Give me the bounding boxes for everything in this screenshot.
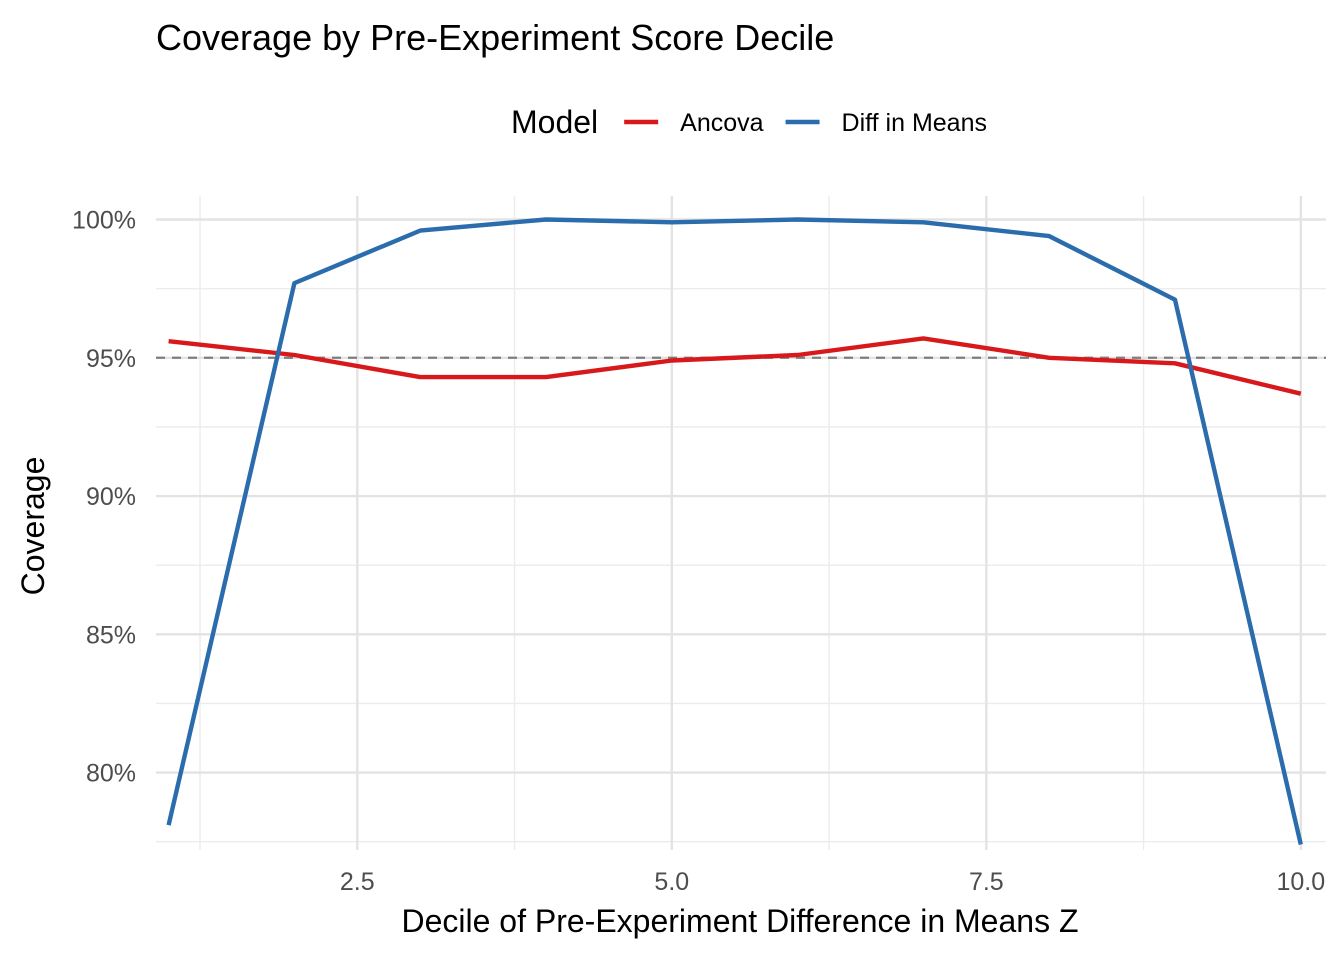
x-tick-label: 10.0 — [1277, 868, 1326, 896]
y-tick-label: 85% — [86, 621, 136, 649]
x-tick-label: 2.5 — [340, 868, 375, 896]
y-axis-ticks: 80% 85% 90% 95% 100% — [72, 207, 136, 788]
legend: Model Ancova Diff in Means — [511, 104, 987, 140]
grid-major — [156, 196, 1326, 850]
series-line-ancova — [168, 336, 1302, 396]
x-tick-label: 7.5 — [969, 868, 1004, 896]
series-line-diff-in-means — [166, 217, 1303, 845]
y-tick-label: 90% — [86, 483, 136, 511]
y-tick-label: 95% — [86, 345, 136, 373]
chart-title: Coverage by Pre-Experiment Score Decile — [156, 17, 834, 58]
legend-label-ancova: Ancova — [680, 109, 763, 137]
y-tick-label: 80% — [86, 760, 136, 788]
series-group — [166, 217, 1303, 845]
legend-label-diff-in-means: Diff in Means — [842, 109, 987, 137]
x-axis-ticks: 2.5 5.0 7.5 10.0 — [340, 868, 1325, 896]
y-axis-label: Coverage — [15, 457, 51, 596]
x-axis-label: Decile of Pre-Experiment Difference in M… — [401, 903, 1078, 939]
x-tick-label: 5.0 — [654, 868, 689, 896]
grid-minor — [156, 196, 1326, 850]
legend-title: Model — [511, 104, 598, 140]
y-tick-label: 100% — [72, 207, 136, 235]
